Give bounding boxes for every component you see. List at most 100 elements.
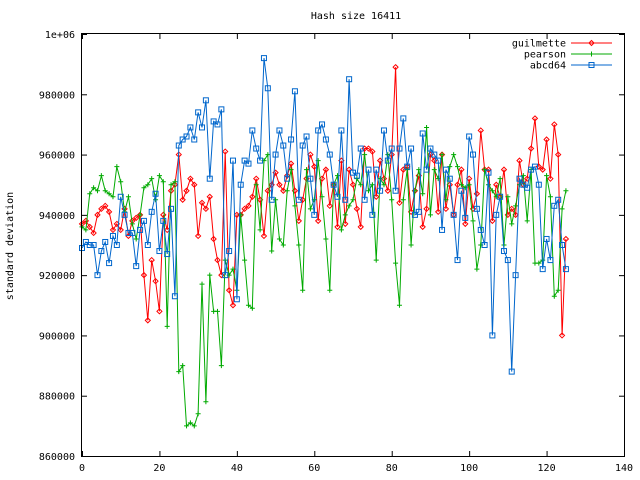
y-tick-label: 960000 xyxy=(39,151,75,162)
data-point xyxy=(164,323,170,329)
series-pearson xyxy=(79,124,569,429)
data-point xyxy=(114,164,120,170)
data-point xyxy=(358,182,364,188)
data-point xyxy=(125,229,132,236)
data-point xyxy=(171,293,178,300)
data-point xyxy=(226,248,233,255)
data-point xyxy=(191,136,198,143)
data-point xyxy=(242,257,248,263)
data-point xyxy=(176,369,182,375)
x-tick-label: 140 xyxy=(615,463,633,474)
data-point xyxy=(442,205,450,213)
data-point xyxy=(559,242,566,248)
y-axis: 860000 880000 900000 920000 940000 960000 9800… xyxy=(39,30,624,463)
data-point xyxy=(129,221,135,227)
data-point xyxy=(454,181,461,188)
data-point xyxy=(527,145,535,152)
data-point xyxy=(133,263,140,270)
data-point xyxy=(269,248,275,254)
data-point xyxy=(172,179,178,185)
data-point xyxy=(214,256,221,264)
legend-label: abcd64 xyxy=(530,61,566,72)
data-point xyxy=(539,266,546,273)
data-point xyxy=(330,181,337,188)
data-point xyxy=(106,191,112,197)
data-point xyxy=(365,166,372,173)
data-point xyxy=(183,133,190,140)
data-point xyxy=(555,287,561,293)
data-point xyxy=(102,202,109,210)
data-point xyxy=(470,218,476,224)
data-point xyxy=(140,217,147,224)
data-point xyxy=(377,176,383,182)
data-point xyxy=(562,235,570,243)
data-point xyxy=(87,191,93,197)
data-point xyxy=(342,196,349,203)
legend-marker xyxy=(588,39,595,47)
data-point xyxy=(477,226,484,233)
data-point xyxy=(396,145,403,152)
data-point xyxy=(500,166,508,173)
data-point xyxy=(404,163,411,170)
data-point xyxy=(245,202,252,210)
data-point xyxy=(346,203,352,209)
data-point xyxy=(160,217,167,224)
data-point xyxy=(357,145,364,152)
data-point xyxy=(198,199,206,207)
data-point xyxy=(225,287,233,294)
data-point xyxy=(207,272,213,278)
data-point xyxy=(458,187,465,194)
data-point xyxy=(489,188,495,194)
data-point xyxy=(362,152,368,158)
data-point xyxy=(144,317,152,324)
data-point xyxy=(284,188,290,194)
data-point xyxy=(276,181,283,188)
data-point xyxy=(187,420,193,426)
data-point xyxy=(102,238,109,245)
data-point xyxy=(292,203,298,209)
legend-marker xyxy=(588,62,595,68)
data-point xyxy=(94,188,100,194)
data-point xyxy=(539,166,546,173)
data-point xyxy=(346,76,353,83)
data-point xyxy=(377,187,384,194)
data-point xyxy=(91,185,97,191)
data-point xyxy=(191,423,197,429)
x-tick-label: 120 xyxy=(538,463,556,474)
data-point xyxy=(245,302,251,308)
data-point xyxy=(179,136,186,143)
data-point xyxy=(284,175,291,182)
data-point xyxy=(168,205,175,212)
data-point xyxy=(431,167,437,173)
x-tick-label: 60 xyxy=(308,463,320,474)
data-point xyxy=(164,251,171,258)
x-tick-label: 100 xyxy=(460,463,478,474)
data-point xyxy=(338,227,344,233)
data-point xyxy=(214,121,221,128)
data-point xyxy=(455,164,461,170)
data-point xyxy=(447,164,453,170)
data-point xyxy=(419,223,426,231)
data-point xyxy=(543,235,550,242)
series-guilmette xyxy=(78,63,570,339)
x-tick-label: 20 xyxy=(153,463,165,474)
data-point xyxy=(513,203,519,209)
data-point xyxy=(369,211,376,218)
data-point xyxy=(199,281,205,287)
data-point xyxy=(148,256,155,264)
data-point xyxy=(148,208,155,215)
data-point xyxy=(156,248,163,255)
series-abcd64 xyxy=(79,55,569,375)
data-point xyxy=(94,272,101,279)
data-point xyxy=(423,166,430,173)
data-point xyxy=(299,142,306,149)
x-tick-label: 0 xyxy=(79,463,85,474)
data-point xyxy=(156,173,162,179)
data-point xyxy=(233,296,240,303)
data-point xyxy=(90,229,97,237)
data-point xyxy=(180,363,186,369)
data-point xyxy=(508,368,515,375)
data-point xyxy=(470,151,477,158)
data-point xyxy=(481,242,488,248)
data-point xyxy=(307,206,313,212)
